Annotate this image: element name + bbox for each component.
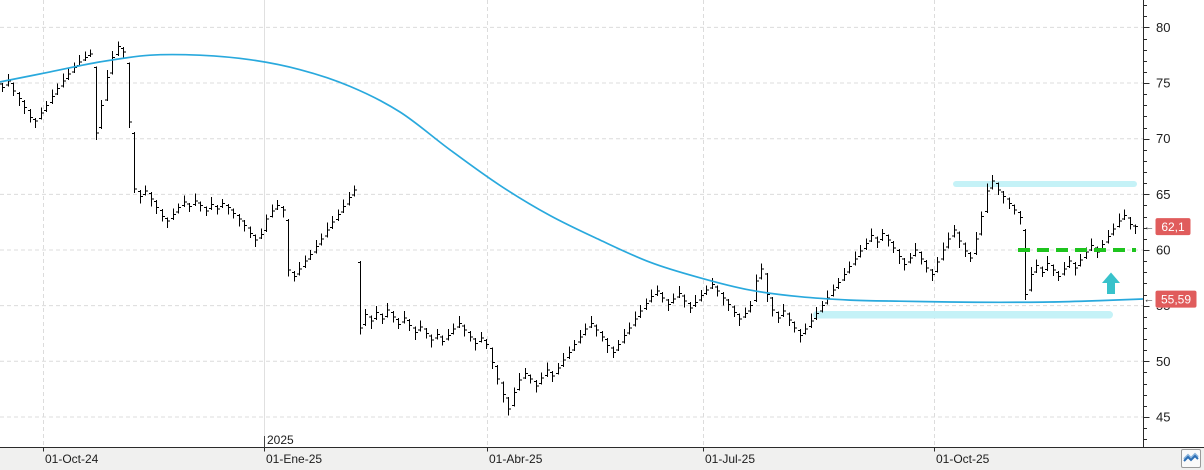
x-axis-label: 01-Jul-25: [705, 452, 755, 466]
y-axis-label: 65: [1156, 187, 1170, 202]
y-axis-label: 80: [1156, 20, 1170, 35]
badge-pointer-arrow: ←: [1144, 221, 1155, 233]
x-axis-strip: [0, 448, 1204, 470]
moving-average-line: [0, 53, 1144, 304]
y-axis-label: 45: [1156, 409, 1170, 424]
x-axis-label: 01-Oct-24: [45, 452, 99, 466]
ohlc-series: [0, 41, 1138, 416]
support-band: [813, 311, 1113, 319]
price-badge-ma: ← 55,59: [1144, 290, 1197, 308]
y-axis-label: 60: [1156, 243, 1170, 258]
y-axis-label: 50: [1156, 354, 1170, 369]
year-label: 2025: [267, 433, 294, 447]
price-badge-rect: [1155, 290, 1197, 308]
chart-mode-button[interactable]: [1181, 449, 1201, 468]
badge-pointer-arrow: ←: [1144, 294, 1155, 306]
x-axis-label: 01-Ene-25: [266, 452, 322, 466]
grid-lines: [0, 0, 1144, 448]
price-badge-rect: [1155, 218, 1191, 236]
zigzag-chart-icon: [1183, 452, 1199, 462]
up-arrow-head: [1102, 272, 1120, 283]
y-axis-label: 75: [1156, 76, 1170, 91]
up-arrow-annotation[interactable]: [1102, 272, 1120, 295]
price-badge-value: 62,1: [1161, 220, 1185, 234]
y-axis-label: 70: [1156, 131, 1170, 146]
resistance-band: [953, 181, 1137, 187]
price-badge-value: 55,59: [1161, 293, 1191, 307]
price-badge-last: ← 62,1: [1144, 218, 1191, 236]
x-axis-label: 01-Abr-25: [489, 452, 543, 466]
up-arrow-stem: [1107, 283, 1115, 294]
x-axis: 01-Oct-24 01-Ene-25 01-Abr-25 01-Jul-25 01-O…: [0, 433, 1204, 466]
x-axis-label: 01-Oct-25: [936, 452, 990, 466]
y-axis: 4550556065707580: [1143, 0, 1170, 448]
